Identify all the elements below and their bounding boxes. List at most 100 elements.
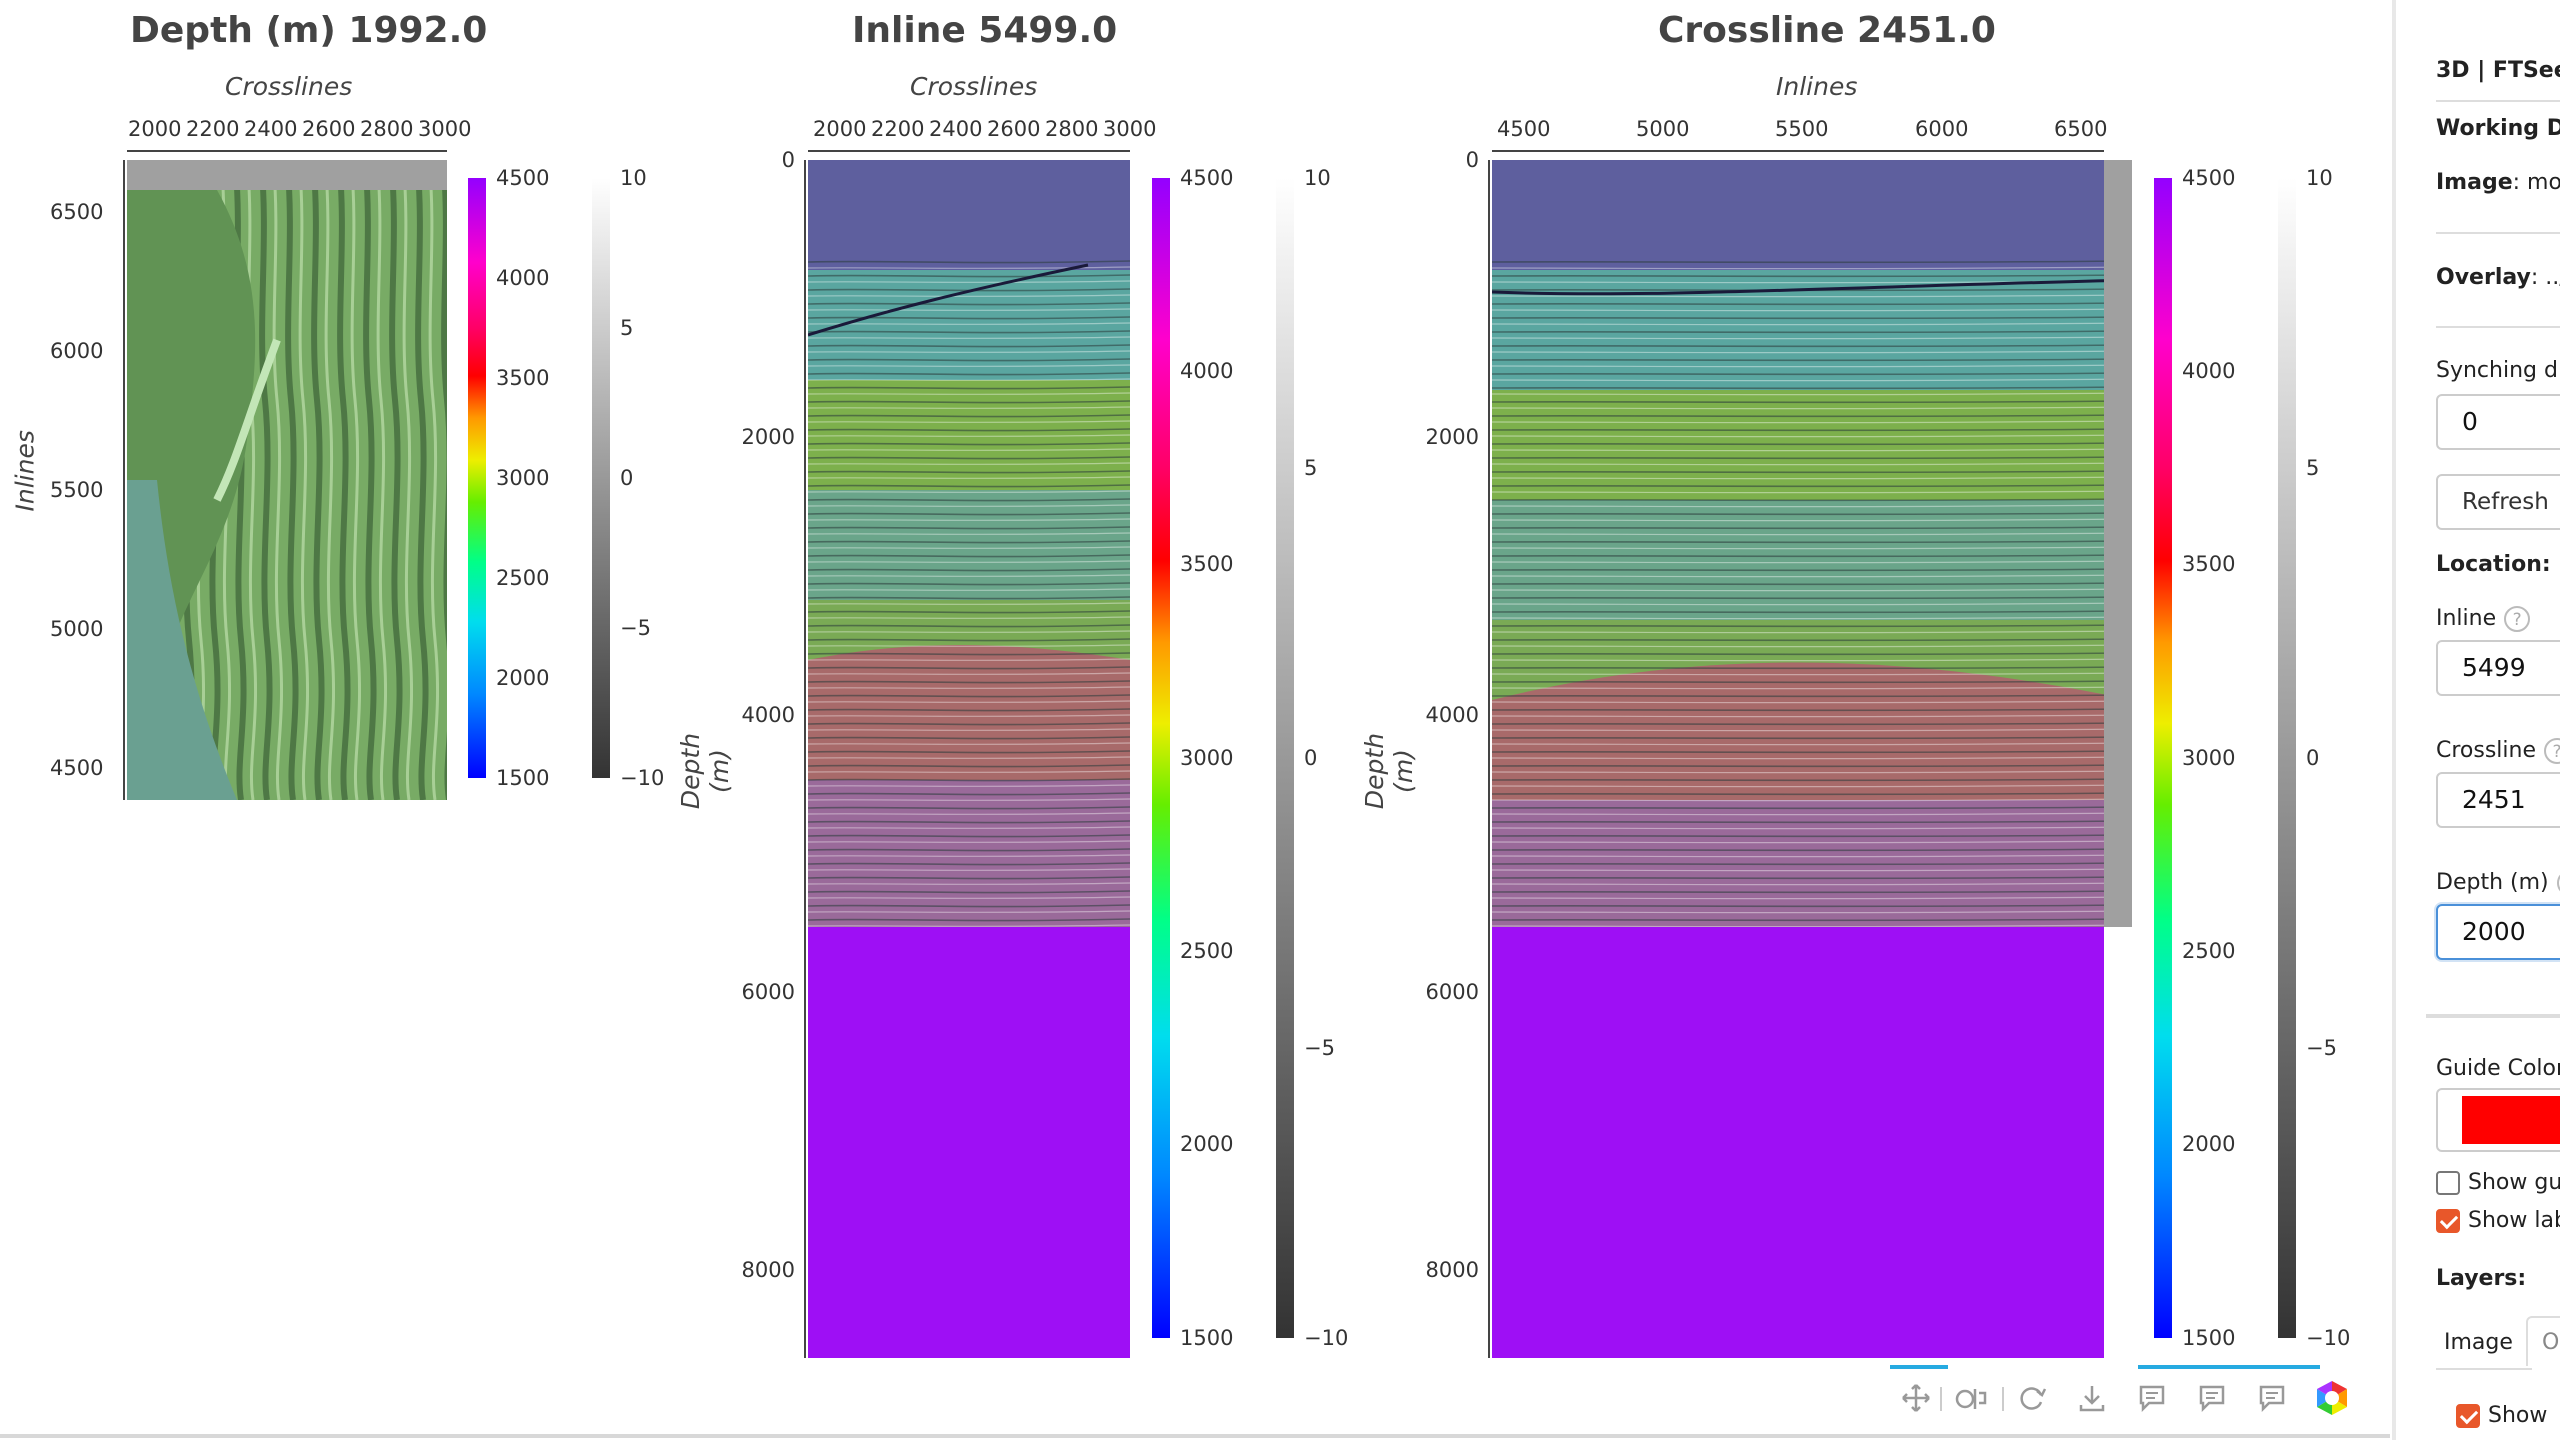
synching-input[interactable]: 0 — [2436, 394, 2560, 450]
colorbar-tick: 5 — [620, 316, 634, 340]
depth-input[interactable]: 2000 — [2436, 904, 2560, 960]
tick-label: 0 — [1465, 148, 1479, 172]
colorbar-tick: 0 — [2306, 746, 2320, 770]
colorbar-tick: 4000 — [2182, 359, 2236, 383]
horizontal-scrollbar[interactable] — [0, 1434, 2390, 1438]
guide-color-picker[interactable] — [2436, 1088, 2560, 1152]
tab-other[interactable]: O — [2526, 1316, 2560, 1366]
plot-toolbar — [1890, 1365, 2360, 1425]
tick-label: 2000 — [813, 117, 867, 141]
tick-label: 6000 — [1425, 980, 1479, 1004]
tick-label: 2400 — [244, 117, 298, 141]
inline-section-svg — [808, 160, 1130, 1358]
tick-label: 3000 — [418, 117, 472, 141]
depth-slice-xlabel: Crosslines — [225, 72, 353, 101]
colorbar-tick: −5 — [2306, 1036, 2337, 1060]
tick-label: 2800 — [1045, 117, 1099, 141]
help-icon[interactable]: ? — [2556, 870, 2560, 896]
tick-label: 4500 — [1497, 117, 1551, 141]
colorbar-tick: 3500 — [1180, 552, 1234, 576]
show-labels-checkbox-row[interactable]: Show lab — [2436, 1208, 2560, 1233]
colorbar-tick: 10 — [620, 166, 647, 190]
inline-title: Inline 5499.0 — [852, 10, 1118, 51]
crossline-section-svg — [1492, 160, 2132, 1358]
show-labels-checkbox[interactable] — [2436, 1208, 2460, 1233]
depth-slice-left-axis — [123, 160, 125, 800]
colorbar-tick: −10 — [620, 766, 665, 790]
active-tool-indicator — [2138, 1365, 2320, 1369]
tick-label: 3000 — [1103, 117, 1157, 141]
crossline-title: Crossline 2451.0 — [1658, 10, 1996, 51]
help-icon[interactable]: ? — [2544, 738, 2560, 764]
colorbar-tick: −10 — [2306, 1326, 2351, 1350]
tick-label: 5000 — [1636, 117, 1690, 141]
colorbar-tick: 4500 — [1180, 166, 1234, 190]
help-icon[interactable]: ? — [2504, 606, 2531, 632]
wheel-zoom-icon[interactable] — [1952, 1375, 1992, 1421]
depth-label-row: Depth (m)? — [2436, 870, 2560, 896]
refresh-button[interactable]: Refresh — [2436, 474, 2560, 530]
colorbar-tick: 4500 — [2182, 166, 2236, 190]
tick-label: 4000 — [1425, 703, 1479, 727]
colorbar-tick: 1500 — [2182, 1326, 2236, 1350]
crossline-input[interactable]: 2451 — [2436, 772, 2560, 828]
colorbar-tick: 3500 — [496, 366, 550, 390]
colorbar-tick: 5 — [1304, 456, 1318, 480]
depth-slice-image[interactable] — [127, 160, 447, 800]
tick-label: 2600 — [987, 117, 1041, 141]
tick-label: 2000 — [128, 117, 182, 141]
plots-area: Depth (m) 1992.0 Crosslines Inlines 2000… — [0, 10, 2390, 1438]
colorbar-tick: 1500 — [1180, 1326, 1234, 1350]
velocity-colorbar — [2154, 178, 2172, 1338]
colorbar-tick: 4000 — [496, 266, 550, 290]
tab-image[interactable]: Image — [2436, 1318, 2532, 1370]
tick-label: 2000 — [1425, 425, 1479, 449]
guide-color-swatch — [2462, 1096, 2560, 1144]
seismic-colorbar — [2278, 178, 2296, 1338]
show-guides-label: Show gu — [2468, 1170, 2560, 1195]
tick-label: 2200 — [871, 117, 925, 141]
crossline-ylabel: Depth (m) — [1360, 732, 1418, 810]
reset-icon[interactable] — [2012, 1375, 2052, 1421]
show-layer-checkbox[interactable] — [2456, 1403, 2480, 1428]
hover-icon[interactable] — [2192, 1375, 2232, 1421]
colorbar-tick: 0 — [1304, 746, 1318, 770]
active-tool-indicator — [1890, 1365, 1948, 1369]
colorbar-tick: 4000 — [1180, 359, 1234, 383]
layers-label: Layers: — [2436, 1266, 2527, 1291]
show-layer-checkbox-row[interactable]: Show — [2456, 1403, 2547, 1428]
depth-slice-svg — [127, 160, 447, 800]
divider — [2436, 100, 2560, 102]
colorbar-tick: 1500 — [496, 766, 550, 790]
colorbar-tick: 5 — [2306, 456, 2320, 480]
depth-slice-title: Depth (m) 1992.0 — [130, 10, 488, 51]
velocity-colorbar — [1152, 178, 1170, 1338]
colorbar-tick: −5 — [1304, 1036, 1335, 1060]
velocity-colorbar — [468, 178, 486, 778]
colorbar-tick: −10 — [1304, 1326, 1349, 1350]
tick-label: 0 — [781, 148, 795, 172]
colorbar-tick: 2500 — [496, 566, 550, 590]
bokeh-logo-icon[interactable] — [2312, 1375, 2352, 1421]
save-icon[interactable] — [2072, 1375, 2112, 1421]
colorbar-tick: 10 — [2306, 166, 2333, 190]
hover-icon[interactable] — [2132, 1375, 2172, 1421]
inline-section-image[interactable] — [808, 160, 1130, 1358]
colorbar-tick: 2000 — [1180, 1132, 1234, 1156]
show-layer-label: Show — [2488, 1403, 2548, 1428]
colorbar-tick: 2000 — [496, 666, 550, 690]
divider — [2436, 326, 2560, 328]
overlay-path-text: Overlay: ../ — [2436, 265, 2560, 290]
inline-input[interactable]: 5499 — [2436, 640, 2560, 696]
sidebar: 3D | FTSee Working Di Image: mo Overlay:… — [2392, 0, 2560, 1440]
show-guides-checkbox-row[interactable]: Show gu — [2436, 1170, 2560, 1195]
hover-icon[interactable] — [2252, 1375, 2292, 1421]
depth-slice-top-axis — [127, 150, 447, 152]
pan-icon[interactable] — [1896, 1375, 1936, 1421]
tick-label: 6000 — [1915, 117, 1969, 141]
tick-label: 8000 — [741, 1258, 795, 1282]
tick-label: 2400 — [929, 117, 983, 141]
colorbar-tick: 3000 — [2182, 746, 2236, 770]
crossline-section-image[interactable] — [1492, 160, 2132, 1358]
show-guides-checkbox[interactable] — [2436, 1170, 2460, 1195]
